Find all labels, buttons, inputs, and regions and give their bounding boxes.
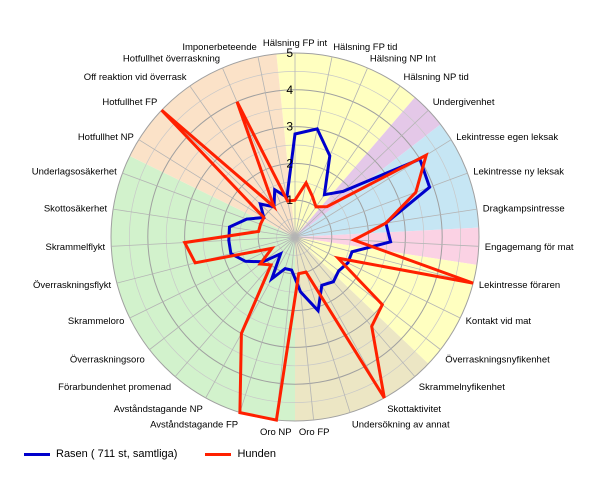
grid-spoke bbox=[294, 236, 315, 421]
grid-spoke bbox=[111, 236, 296, 247]
legend-item-rasen: Rasen ( 711 st, samtliga) bbox=[24, 448, 177, 460]
grid-spoke bbox=[294, 236, 441, 350]
grid-spoke bbox=[174, 236, 296, 377]
grid-spoke bbox=[113, 208, 296, 238]
grid-spoke bbox=[294, 236, 351, 413]
category-label: Oro FP bbox=[299, 427, 330, 438]
category-label: Förarbundenhet promenad bbox=[58, 382, 171, 393]
legend-label-hunden: Hunden bbox=[237, 448, 277, 460]
grid-spoke bbox=[275, 236, 296, 421]
grid-spoke bbox=[138, 139, 296, 238]
grid-spoke bbox=[294, 56, 333, 238]
category-label: Hälsning NP Int bbox=[370, 53, 436, 64]
grid-spoke bbox=[122, 172, 296, 238]
category-label: Imponerbeteende bbox=[182, 42, 256, 53]
category-label: Undergivenhet bbox=[433, 97, 495, 108]
grid-spoke bbox=[189, 85, 296, 238]
grid-spoke bbox=[294, 236, 474, 284]
grid-spoke bbox=[239, 236, 296, 413]
category-label: Lekintresse egen leksak bbox=[456, 132, 558, 143]
category-label: Lekintresse ny leksak bbox=[473, 167, 564, 178]
legend-item-hunden: Hunden bbox=[205, 448, 276, 460]
category-label: Hälsning NP tid bbox=[404, 72, 469, 83]
category-label: Överraskningsflykt bbox=[33, 280, 111, 291]
grid-spoke bbox=[294, 85, 401, 238]
category-label: Skrammelnyfikenhet bbox=[419, 382, 505, 393]
r-tick-label: 2 bbox=[286, 156, 293, 170]
background-sector-6 bbox=[111, 155, 295, 422]
grid-spoke bbox=[257, 56, 296, 238]
category-label: Hälsning FP tid bbox=[333, 42, 397, 53]
r-tick-label: 5 bbox=[286, 46, 293, 60]
category-label: Lekintresse föraren bbox=[479, 280, 560, 291]
grid-spoke bbox=[294, 109, 429, 238]
category-label: Skrammelflykt bbox=[46, 242, 106, 253]
grid-spoke bbox=[294, 236, 461, 319]
category-label: Underlagsosäkerhet bbox=[32, 167, 117, 178]
category-label: Hotfullhet överraskning bbox=[123, 53, 220, 64]
radial-tick-labels: 1 2 3 4 5 bbox=[286, 46, 293, 207]
series-line-1 bbox=[160, 101, 474, 422]
category-label: Avståndstagande NP bbox=[114, 404, 203, 415]
category-label: Överraskningsnyfikenhet bbox=[445, 354, 550, 365]
category-label: Skottaktivitet bbox=[387, 404, 441, 415]
grid-spoke bbox=[149, 236, 296, 350]
legend-swatch-hunden bbox=[205, 452, 232, 456]
grid-spoke bbox=[294, 172, 468, 238]
category-label: Dragkampsintresse bbox=[483, 204, 565, 215]
grid-spoke bbox=[161, 109, 296, 238]
r-tick-label: 4 bbox=[286, 83, 293, 97]
grid-spoke bbox=[222, 67, 296, 238]
grid-spoke bbox=[294, 236, 416, 377]
category-label: Skottosäkerhet bbox=[44, 204, 108, 215]
category-label: Hotfullhet FP bbox=[102, 97, 157, 108]
r-tick-label: 3 bbox=[286, 120, 293, 134]
grid-spoke bbox=[294, 67, 368, 238]
category-label: Kontakt vid mat bbox=[466, 316, 532, 327]
category-label: Överraskningsoro bbox=[70, 354, 145, 365]
background-sector-3 bbox=[295, 227, 479, 265]
category-label: Oro NP bbox=[260, 427, 292, 438]
legend: Rasen ( 711 st, samtliga) Hunden bbox=[24, 442, 304, 466]
category-label: Avståndstagande FP bbox=[150, 419, 238, 430]
legend-label-rasen: Rasen ( 711 st, samtliga) bbox=[56, 448, 178, 460]
background-sector-2 bbox=[295, 124, 479, 237]
legend-swatch-rasen bbox=[24, 452, 50, 456]
category-label: Hotfullhet NP bbox=[78, 132, 134, 143]
category-label: Off reaktion vid överrask bbox=[84, 72, 187, 83]
category-label: Engagemang för mat bbox=[485, 242, 574, 253]
r-tick-label: 1 bbox=[286, 193, 293, 207]
category-label: Undersökning av annat bbox=[352, 419, 450, 430]
grid-spoke bbox=[205, 236, 296, 399]
series-layer bbox=[160, 101, 474, 422]
category-label: Hälsning FP int bbox=[263, 38, 328, 49]
category-label: Skrammeloro bbox=[68, 316, 125, 327]
grid-spoke bbox=[294, 236, 385, 399]
